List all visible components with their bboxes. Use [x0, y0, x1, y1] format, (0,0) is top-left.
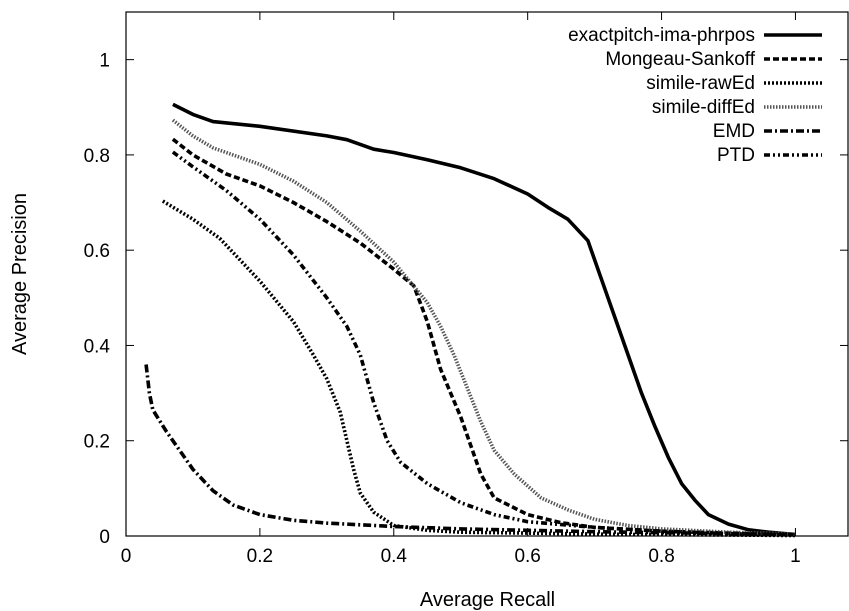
- x-tick-label: 0.6: [514, 546, 540, 567]
- y-tick-label: 0.4: [84, 336, 111, 357]
- series-line-exactpitch-ima-phrpos: [172, 102, 796, 537]
- legend-label-emd: EMD: [713, 121, 755, 142]
- x-tick-label: 1: [790, 546, 801, 567]
- plot-frame: [125, 11, 849, 537]
- x-axis-label: Average Recall: [420, 589, 555, 611]
- y-axis-ticks: 0 0.2 0.4 0.6 0.8 1: [84, 51, 848, 548]
- legend-label-ptd: PTD: [717, 145, 755, 166]
- legend: exactpitch-ima-phrpos Mongeau-Sankoff simi…: [568, 25, 822, 166]
- y-axis-label: Average Precision: [9, 193, 31, 355]
- series-line-simile-rawed: [161, 199, 796, 538]
- x-axis-ticks: 0 0.2 0.4 0.6 0.8 1: [121, 12, 801, 567]
- series-line-ptd: [171, 150, 796, 537]
- legend-label-simile-rawed: simile-rawEd: [646, 73, 755, 94]
- series-line-mongeau-sankoff: [171, 137, 796, 537]
- y-tick-label: 0.6: [84, 241, 110, 262]
- legend-label-exactpitch-ima-phrpos: exactpitch-ima-phrpos: [568, 25, 755, 46]
- series-lines: [144, 102, 796, 538]
- x-tick-label: 0: [121, 546, 132, 567]
- legend-label-mongeau-sankoff: Mongeau-Sankoff: [605, 49, 755, 70]
- x-tick-label: 0.8: [648, 546, 674, 567]
- series-line-simile-diffed: [171, 118, 796, 536]
- y-tick-label: 0.8: [84, 146, 110, 167]
- x-tick-label: 0.4: [381, 546, 408, 567]
- y-tick-label: 0: [99, 527, 110, 548]
- series-line-emd: [144, 364, 796, 537]
- y-tick-label: 0.2: [84, 432, 110, 453]
- y-tick-label: 1: [99, 51, 110, 72]
- legend-label-simile-diffed: simile-diffEd: [652, 97, 755, 118]
- plot-border: [125, 11, 849, 537]
- x-tick-label: 0.2: [247, 546, 273, 567]
